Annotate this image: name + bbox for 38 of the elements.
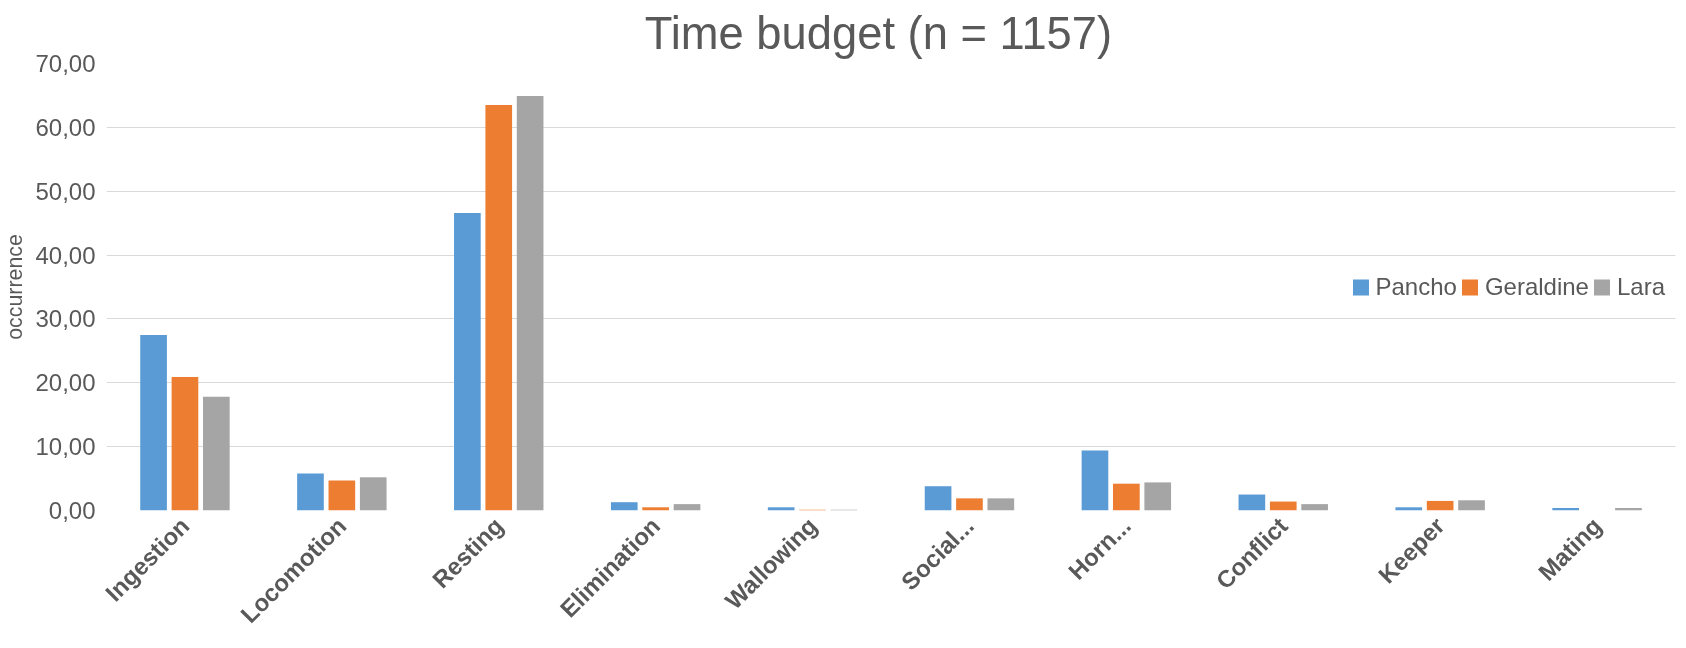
y-axis-title: occurrence bbox=[3, 234, 28, 340]
bar bbox=[673, 504, 701, 511]
bar bbox=[359, 477, 387, 511]
bar bbox=[202, 396, 230, 511]
bar bbox=[140, 334, 167, 511]
y-tick-label: 30,00 bbox=[35, 305, 96, 333]
bar bbox=[987, 498, 1015, 511]
bar bbox=[1458, 500, 1485, 511]
bar bbox=[1395, 507, 1423, 511]
bar bbox=[1426, 500, 1454, 511]
legend-label: Geraldine bbox=[1484, 272, 1589, 301]
bar bbox=[1144, 482, 1172, 511]
bar bbox=[454, 212, 481, 511]
bar bbox=[328, 480, 356, 511]
chart-title: Time budget (n = 1157) bbox=[644, 7, 1113, 59]
y-tick-label: 0,00 bbox=[48, 497, 96, 524]
bar bbox=[610, 502, 638, 511]
y-tick-label: 50,00 bbox=[35, 177, 96, 205]
bar bbox=[1301, 504, 1328, 511]
y-tick-label: 60,00 bbox=[35, 113, 96, 141]
y-tick-label: 20,00 bbox=[35, 369, 96, 397]
y-tick-label: 70,00 bbox=[35, 50, 96, 77]
bar bbox=[642, 507, 669, 511]
legend-label: Pancho bbox=[1375, 272, 1457, 301]
bar bbox=[297, 473, 324, 511]
bar bbox=[767, 507, 795, 511]
bar bbox=[1269, 501, 1297, 511]
y-tick-label: 10,00 bbox=[35, 433, 96, 461]
bar bbox=[1113, 483, 1140, 511]
bar bbox=[171, 377, 199, 511]
bar bbox=[1081, 450, 1109, 511]
bar bbox=[516, 96, 544, 511]
y-tick-label: 40,00 bbox=[35, 241, 96, 269]
bar bbox=[485, 105, 513, 511]
legend-label: Lara bbox=[1616, 272, 1665, 301]
bar bbox=[956, 498, 983, 511]
bar bbox=[924, 486, 952, 511]
bar bbox=[1238, 494, 1266, 511]
